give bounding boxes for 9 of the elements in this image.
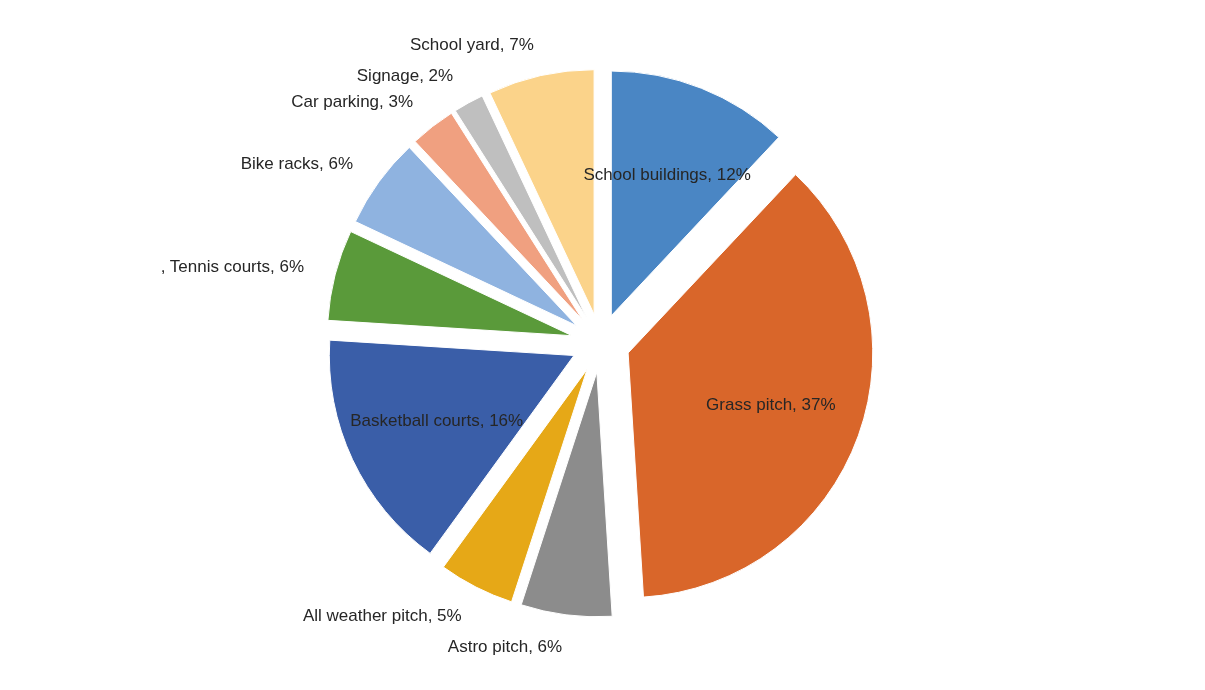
slice-label: Astro pitch, 6% [447,636,563,656]
slice-label: Grass pitch, 37% [706,394,836,414]
slice-label: Car parking, 3% [291,91,414,111]
slice-label: School yard, 7% [410,35,534,55]
slice-label: All weather pitch, 5% [302,605,462,625]
slice-label: Signage, 2% [356,65,454,85]
slice-label: Bike racks, 6% [240,153,354,173]
slice-label: , Tennis courts, 6% [160,257,305,277]
slice-label: Basketball courts, 16% [350,410,524,430]
